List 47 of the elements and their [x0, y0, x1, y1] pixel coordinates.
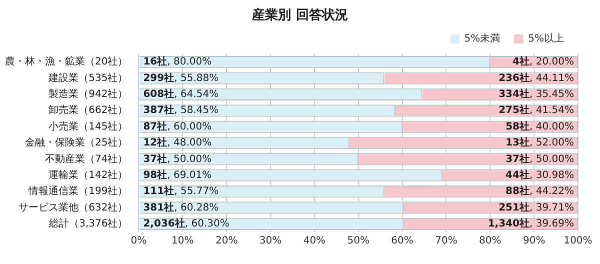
x-tick-label: 80%	[479, 236, 502, 247]
data-label: 4社, 20.00%	[512, 56, 574, 68]
data-label: 275社, 41.54%	[498, 104, 574, 116]
data-label: 98社, 69.01%	[143, 168, 212, 181]
x-tick-label: 50%	[347, 236, 370, 247]
data-label: 387社, 58.45%	[143, 104, 219, 116]
x-tick-label: 90%	[522, 236, 546, 247]
data-label: 236社, 44.11%	[498, 72, 574, 84]
y-tick-label: 不動産業（74社）	[44, 152, 128, 165]
data-label: 2,036社, 60.30%	[143, 218, 230, 230]
y-tick-label: 総計（3,376社）	[48, 218, 128, 230]
y-tick-label: 運輸業（142社）	[48, 168, 128, 181]
legend-label: 5%未満	[464, 32, 500, 45]
x-tick-label: 10%	[172, 236, 194, 247]
y-tick-label: サービス業他（632社）	[18, 201, 128, 214]
data-label: 37社, 50.00%	[143, 152, 212, 165]
x-tick-label: 0%	[130, 236, 147, 247]
data-label: 13社, 52.00%	[506, 136, 574, 149]
data-label: 381社, 60.28%	[143, 201, 219, 214]
x-tick-label: 20%	[215, 236, 238, 247]
y-tick-label: 農・林・漁・鉱業（20社）	[4, 56, 128, 68]
data-label: 111社, 55.77%	[143, 185, 219, 198]
y-tick-label: 建設業（535社）	[48, 72, 128, 84]
data-label: 12社, 48.00%	[143, 136, 212, 149]
data-label: 334社, 35.45%	[498, 88, 574, 100]
x-tick-label: 100%	[564, 236, 592, 247]
y-tick-label: 卸売業（662社）	[48, 104, 128, 116]
y-tick-label: 小売業（145社）	[48, 120, 128, 132]
data-label: 44社, 30.98%	[506, 168, 574, 181]
legend-label: 5%以上	[528, 32, 564, 45]
x-tick-label: 70%	[435, 236, 458, 247]
data-label: 608社, 64.54%	[143, 88, 219, 100]
data-label: 87社, 60.00%	[143, 120, 212, 132]
data-label: 37社, 50.00%	[506, 152, 574, 165]
y-tick-label: 製造業（942社）	[48, 88, 128, 100]
x-tick-label: 60%	[391, 236, 414, 247]
data-label: 299社, 55.88%	[143, 72, 219, 84]
y-tick-label: 金融・保険業（25社）	[24, 136, 128, 149]
y-tick-label: 情報通信業（199社）	[28, 185, 128, 198]
chart-title: 産業別 回答状況	[250, 6, 349, 24]
x-tick-label: 40%	[303, 236, 326, 247]
data-label: 16社, 80.00%	[143, 56, 212, 68]
data-label: 88社, 44.22%	[506, 185, 574, 198]
x-tick-label: 30%	[259, 236, 282, 247]
data-label: 58社, 40.00%	[506, 120, 574, 132]
data-label: 1,340社, 39.69%	[488, 218, 574, 230]
data-label: 251社, 39.71%	[498, 201, 574, 214]
